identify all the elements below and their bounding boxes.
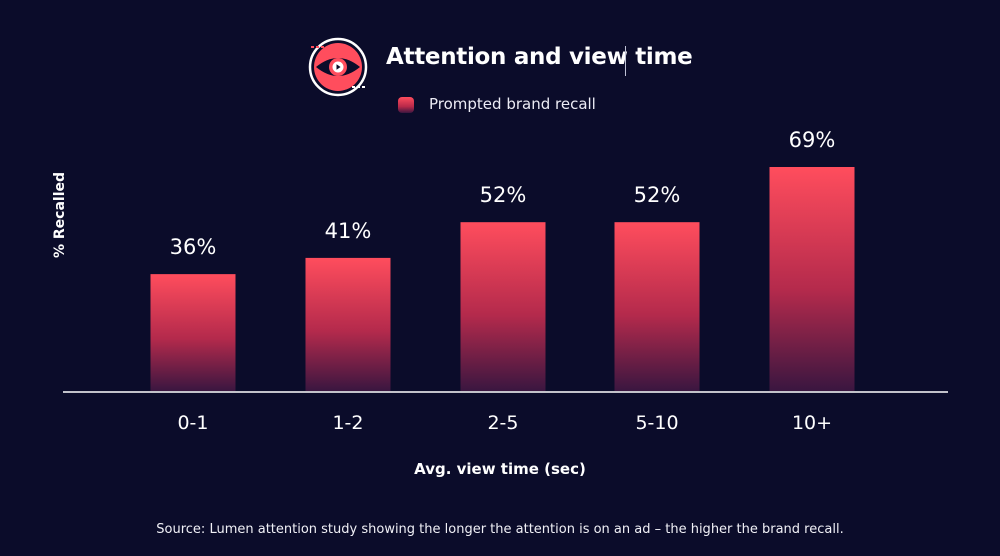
value-label-10+: 69% bbox=[789, 128, 836, 152]
x-tick-label-2-5: 2-5 bbox=[487, 412, 518, 434]
bar-0-1 bbox=[150, 274, 236, 391]
x-axis-label: Avg. view time (sec) bbox=[414, 460, 586, 478]
x-tick-label-1-2: 1-2 bbox=[332, 412, 363, 434]
text-cursor bbox=[625, 46, 626, 76]
x-tick-labels-group: 0-1 1-2 2-5 5-10 10+ bbox=[177, 412, 832, 434]
legend-label: Prompted brand recall bbox=[429, 95, 596, 113]
bar-1-2 bbox=[305, 257, 391, 391]
chart-title: Attention and view time bbox=[386, 44, 693, 70]
chart-header: Attention and view time bbox=[0, 0, 1000, 100]
bar-10+ bbox=[769, 167, 855, 391]
x-tick-label-10+: 10+ bbox=[792, 412, 832, 434]
x-tick-label-5-10: 5-10 bbox=[635, 412, 678, 434]
eye-play-icon bbox=[307, 36, 369, 98]
x-tick-label-0-1: 0-1 bbox=[177, 412, 208, 434]
bar-2-5 bbox=[460, 222, 546, 391]
value-label-2-5: 52% bbox=[480, 183, 527, 207]
value-labels-group: 36% 41% 52% 52% 69% bbox=[170, 128, 836, 259]
value-label-1-2: 41% bbox=[325, 219, 372, 243]
value-label-0-1: 36% bbox=[170, 235, 217, 259]
bar-5-10 bbox=[614, 222, 700, 391]
y-axis-label: % Recalled bbox=[52, 171, 68, 259]
source-note: Source: Lumen attention study showing th… bbox=[156, 522, 844, 537]
legend-swatch bbox=[398, 97, 414, 113]
value-label-5-10: 52% bbox=[634, 183, 681, 207]
bars-group bbox=[150, 167, 855, 391]
